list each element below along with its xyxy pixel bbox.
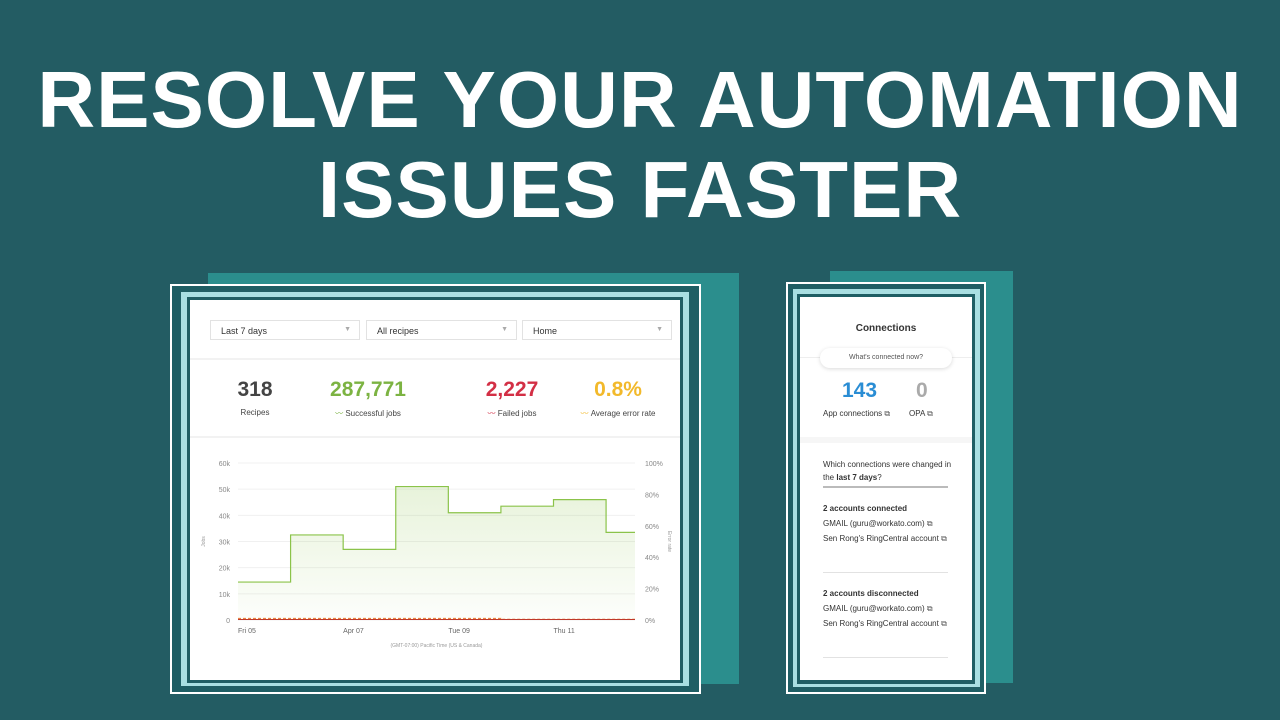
connected-title: 2 accounts connected xyxy=(823,504,908,513)
external-link-icon: ⧉ xyxy=(941,534,947,543)
stat-label: Average error rate xyxy=(590,409,656,418)
recipes-select[interactable]: All recipes ▼ xyxy=(366,320,517,340)
divider xyxy=(823,486,948,488)
success-area xyxy=(238,486,635,620)
stat-label: Failed jobs xyxy=(497,409,537,418)
headline-line-2: ISSUES FASTER xyxy=(317,145,963,234)
opa-link[interactable]: OPA ⧉ xyxy=(909,409,933,419)
connections-panel: Connections What's connected now? 143 0 … xyxy=(800,297,972,680)
y-tick-label: 30k xyxy=(219,540,231,547)
external-link-icon: ⧉ xyxy=(941,619,947,628)
headline-line-1: RESOLVE YOUR AUTOMATION xyxy=(37,55,1243,144)
disconnected-title: 2 accounts disconnected xyxy=(823,589,919,598)
x-tick-label: Fri 05 xyxy=(238,628,256,635)
connected-item[interactable]: Sen Rong's RingCentral account ⧉ xyxy=(823,532,953,545)
chevron-down-icon: ▼ xyxy=(501,326,508,333)
stat-recipes[interactable]: 318 Recipes xyxy=(190,378,325,417)
external-link-icon: ⧉ xyxy=(926,519,933,528)
connection-name: GMAIL (guru@workato.com) xyxy=(823,604,925,613)
external-link-icon: ⧉ xyxy=(884,409,891,418)
chevron-down-icon: ▼ xyxy=(344,326,351,333)
connected-item[interactable]: GMAIL (guru@workato.com) ⧉ xyxy=(823,517,933,530)
trend-icon: 〰 xyxy=(487,409,496,418)
chevron-down-icon: ▼ xyxy=(656,326,663,333)
connection-name: Sen Rong's RingCentral account xyxy=(823,534,939,543)
y-tick-label: 40k xyxy=(219,513,231,520)
connections-title: Connections xyxy=(855,323,917,334)
stat-value: 2,227 xyxy=(485,378,539,401)
y2-tick-label: 80% xyxy=(645,492,659,499)
y-axis-label: Jobs xyxy=(201,536,207,547)
connection-name: GMAIL (guru@workato.com) xyxy=(823,519,925,528)
x-tick-label: Thu 11 xyxy=(553,628,574,635)
stat-error-rate[interactable]: 0.8% 〰 Average error rate xyxy=(548,378,680,419)
question-end: ? xyxy=(877,473,882,482)
disconnected-item[interactable]: GMAIL (guru@workato.com) ⧉ xyxy=(823,602,933,615)
app-connections-count: 143 xyxy=(842,379,878,402)
y2-tick-label: 60% xyxy=(645,524,659,531)
y-tick-label: 60k xyxy=(219,461,231,468)
y-tick-label: 0 xyxy=(226,618,230,625)
stat-value: 287,771 xyxy=(330,378,406,401)
stat-value: 318 xyxy=(237,378,273,401)
y2-tick-label: 100% xyxy=(645,461,663,468)
y-tick-label: 50k xyxy=(219,487,231,494)
stat-label: Recipes xyxy=(240,408,270,417)
folder-value: Home xyxy=(533,326,558,336)
stat-successful[interactable]: 287,771 〰 Successful jobs xyxy=(298,378,438,419)
x-tick-label: Tue 09 xyxy=(448,628,470,635)
section-divider xyxy=(800,437,972,443)
divider xyxy=(823,657,948,658)
stats-row: 318 Recipes 287,771 〰 Successful jobs 2,22… xyxy=(190,358,680,438)
x-tick-label: Apr 07 xyxy=(343,628,364,635)
trend-icon: 〰 xyxy=(335,409,344,418)
period-select[interactable]: Last 7 days ▼ xyxy=(210,320,360,340)
opa-label: OPA xyxy=(909,409,925,418)
y-tick-label: 20k xyxy=(219,566,231,573)
question-text: Which connections were changed in the xyxy=(823,460,952,482)
trend-icon: 〰 xyxy=(580,409,589,418)
x-axis-label: (GMT-07:00) Pacific Time (US & Canada) xyxy=(391,643,483,649)
folder-select[interactable]: Home ▼ xyxy=(522,320,672,340)
app-connections-label: App connections xyxy=(823,409,883,418)
opa-count: 0 xyxy=(916,379,928,402)
jobs-chart: 0 10k 20k 30k 40k 50k 60k 0% 20% 40% 60% 80% 100% Fri… xyxy=(201,461,672,649)
divider xyxy=(823,572,948,573)
stat-value: 0.8% xyxy=(594,378,642,401)
stat-failed[interactable]: 2,227 〰 Failed jobs xyxy=(442,378,582,419)
question-period: last 7 days xyxy=(836,473,878,482)
external-link-icon: ⧉ xyxy=(927,409,933,418)
success-line xyxy=(238,485,635,583)
stat-label: Successful jobs xyxy=(345,409,401,418)
dashboard-panel: Last 7 days ▼ All recipes ▼ Home ▼ 318 Recip… xyxy=(190,300,680,680)
y-tick-label: 10k xyxy=(219,592,231,599)
y2-tick-label: 20% xyxy=(645,587,659,594)
external-link-icon: ⧉ xyxy=(926,604,933,613)
y2-tick-label: 40% xyxy=(645,555,659,562)
period-value: Last 7 days xyxy=(221,326,268,336)
y2-tick-label: 0% xyxy=(645,618,655,625)
app-connections-link[interactable]: App connections ⧉ xyxy=(823,409,890,419)
y2-axis-label: Error rate xyxy=(666,531,672,552)
whats-connected-pill[interactable]: What's connected now? xyxy=(820,348,952,368)
connection-name: Sen Rong's RingCentral account xyxy=(823,619,939,628)
disconnected-item[interactable]: Sen Rong's RingCentral account ⧉ xyxy=(823,617,953,630)
recipes-value: All recipes xyxy=(377,326,419,336)
